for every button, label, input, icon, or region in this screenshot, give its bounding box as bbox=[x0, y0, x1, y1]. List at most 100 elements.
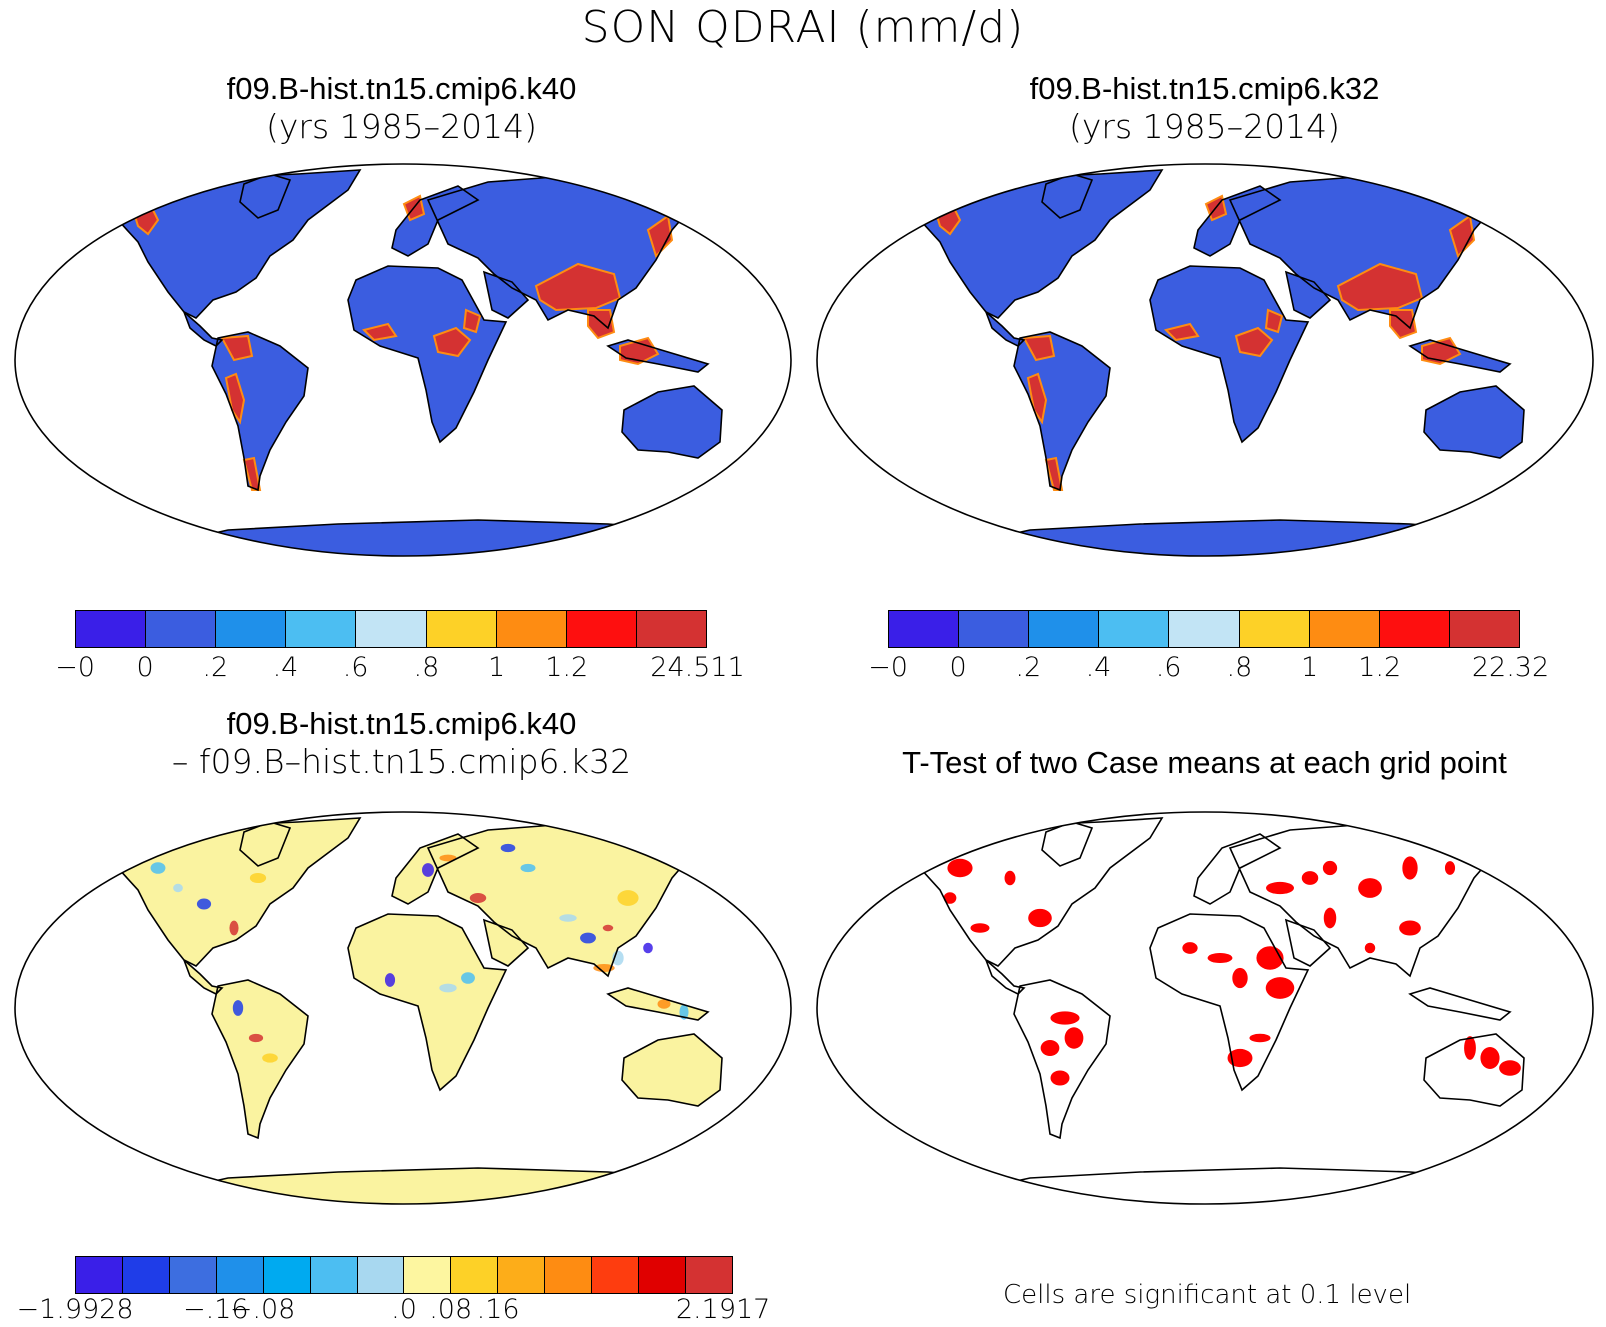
land-arabia bbox=[484, 272, 528, 318]
colorbar-tick-label: .08 bbox=[429, 1294, 473, 1325]
anomaly-spot bbox=[461, 972, 475, 984]
significant-cell bbox=[1464, 1036, 1476, 1060]
land-asia bbox=[1230, 176, 1500, 328]
coastline-africa bbox=[347, 913, 508, 1092]
significant-cell bbox=[1227, 1048, 1253, 1068]
anomaly-spot bbox=[232, 1000, 244, 1016]
land-north-america bbox=[103, 818, 360, 966]
colorbar-tick-label: .2 bbox=[1015, 652, 1042, 683]
anomaly-spot bbox=[643, 942, 653, 954]
wet-guinea-coast bbox=[1164, 322, 1200, 342]
land-south-america bbox=[1014, 332, 1110, 490]
colorbar-swatch bbox=[216, 611, 287, 647]
significant-cell bbox=[1358, 878, 1382, 898]
land-asia bbox=[428, 824, 698, 976]
anomaly-spot bbox=[248, 1033, 264, 1043]
coastline-central-america bbox=[183, 959, 224, 995]
anomaly-spot bbox=[602, 924, 614, 932]
colorbar-swatch bbox=[545, 1257, 593, 1293]
anomaly-spot bbox=[384, 973, 396, 987]
land-australia bbox=[1424, 386, 1524, 458]
wet-amazon-west bbox=[1022, 334, 1056, 362]
land-south-america bbox=[212, 980, 308, 1138]
anomaly-spot bbox=[500, 843, 516, 853]
anomaly-spot bbox=[520, 863, 536, 873]
wet-east-asia-coast bbox=[646, 214, 674, 258]
significant-cell bbox=[1004, 870, 1016, 886]
wet-amazon-west bbox=[220, 334, 254, 362]
coastline-africa bbox=[347, 265, 508, 444]
colorbar-tick-label: .6 bbox=[342, 652, 369, 683]
colorbar-swatch bbox=[169, 1257, 217, 1293]
case2-title: f09.B-hist.tn15.cmip6.k32 bbox=[1029, 71, 1380, 106]
colorbar-case2 bbox=[888, 610, 1520, 648]
anomaly-spot bbox=[196, 898, 212, 910]
wet-congo bbox=[432, 326, 472, 358]
coastline-south-america bbox=[1013, 979, 1111, 1140]
colorbar-swatch bbox=[76, 1257, 123, 1293]
land-maritime-se-asia bbox=[1410, 988, 1510, 1020]
coastline-north-america bbox=[101, 169, 362, 319]
colorbar-swatch bbox=[685, 1257, 732, 1293]
anomaly-spot bbox=[150, 862, 166, 874]
coastline-maritime-se-asia bbox=[606, 339, 710, 373]
wet-guinea-coast bbox=[362, 322, 398, 342]
coastline-australia bbox=[1423, 1033, 1525, 1107]
significant-cell bbox=[1399, 920, 1421, 936]
anomaly-spot bbox=[617, 890, 639, 906]
colorbar-swatch bbox=[889, 611, 960, 647]
colorbar-tick-label: .16 bbox=[476, 1294, 520, 1325]
colorbar-tick-label: 2.1917 bbox=[675, 1294, 771, 1325]
map-border bbox=[14, 811, 792, 1205]
land-greenland bbox=[240, 822, 290, 866]
anomaly-spot bbox=[559, 914, 577, 922]
panel-title-diff: f09.B-hist.tn15.cmip6.k40 – f09.B–hist.t… bbox=[0, 705, 803, 781]
colorbar-swatch bbox=[592, 1257, 640, 1293]
land-north-america bbox=[103, 170, 360, 318]
colorbar-swatch bbox=[122, 1257, 170, 1293]
map-border bbox=[816, 811, 1594, 1205]
colorbar-swatch bbox=[404, 1257, 452, 1293]
significant-cell bbox=[1322, 860, 1338, 876]
coastline-south-america bbox=[211, 979, 309, 1140]
significant-cell bbox=[970, 923, 990, 933]
map-diff bbox=[14, 811, 792, 1205]
coastline-north-america bbox=[903, 817, 1164, 967]
significant-cell bbox=[1249, 1033, 1271, 1043]
colorbar-tick-label: 0 bbox=[949, 652, 967, 683]
coastline-australia bbox=[621, 385, 723, 459]
panel-title-case1: f09.B-hist.tn15.cmip6.k40 (yrs 1985–2014… bbox=[0, 70, 803, 146]
coastline-south-america bbox=[1013, 331, 1111, 492]
anomaly-spot bbox=[229, 920, 239, 936]
coastline-south-america bbox=[211, 331, 309, 492]
colorbar-tick-label: .0 bbox=[391, 1294, 417, 1325]
colorbar-swatch bbox=[310, 1257, 358, 1293]
coastline-australia bbox=[621, 1033, 723, 1107]
coastline-maritime-se-asia bbox=[606, 987, 710, 1021]
wet-congo bbox=[1234, 326, 1274, 358]
anomaly-spot bbox=[173, 883, 183, 893]
coastline-central-america bbox=[985, 959, 1026, 995]
significant-cell bbox=[1050, 1070, 1070, 1086]
case1-title: f09.B-hist.tn15.cmip6.k40 bbox=[226, 71, 577, 106]
anomaly-spot bbox=[469, 892, 487, 904]
coastline-europe bbox=[391, 833, 480, 905]
colorbar-tick-label: −.08 bbox=[229, 1294, 296, 1325]
colorbar-tick-label: .8 bbox=[413, 652, 440, 683]
significant-cell bbox=[1040, 1040, 1060, 1056]
coastline-north-america bbox=[101, 817, 362, 967]
significant-cell bbox=[1182, 942, 1198, 954]
colorbar-tick-label: .6 bbox=[1155, 652, 1182, 683]
land-australia bbox=[622, 386, 722, 458]
anomaly-spot bbox=[422, 863, 434, 877]
coastline-maritime-se-asia bbox=[1408, 987, 1512, 1021]
significant-cell bbox=[1232, 967, 1248, 989]
map-border bbox=[816, 163, 1594, 557]
colorbar-swatch bbox=[356, 611, 427, 647]
colorbar-swatch bbox=[1099, 611, 1170, 647]
significant-cell bbox=[1323, 907, 1337, 929]
significant-cell bbox=[1480, 1047, 1500, 1069]
wet-indonesia bbox=[619, 336, 660, 366]
colorbar-swatch bbox=[357, 1257, 405, 1293]
wet-tibet bbox=[1336, 262, 1424, 312]
